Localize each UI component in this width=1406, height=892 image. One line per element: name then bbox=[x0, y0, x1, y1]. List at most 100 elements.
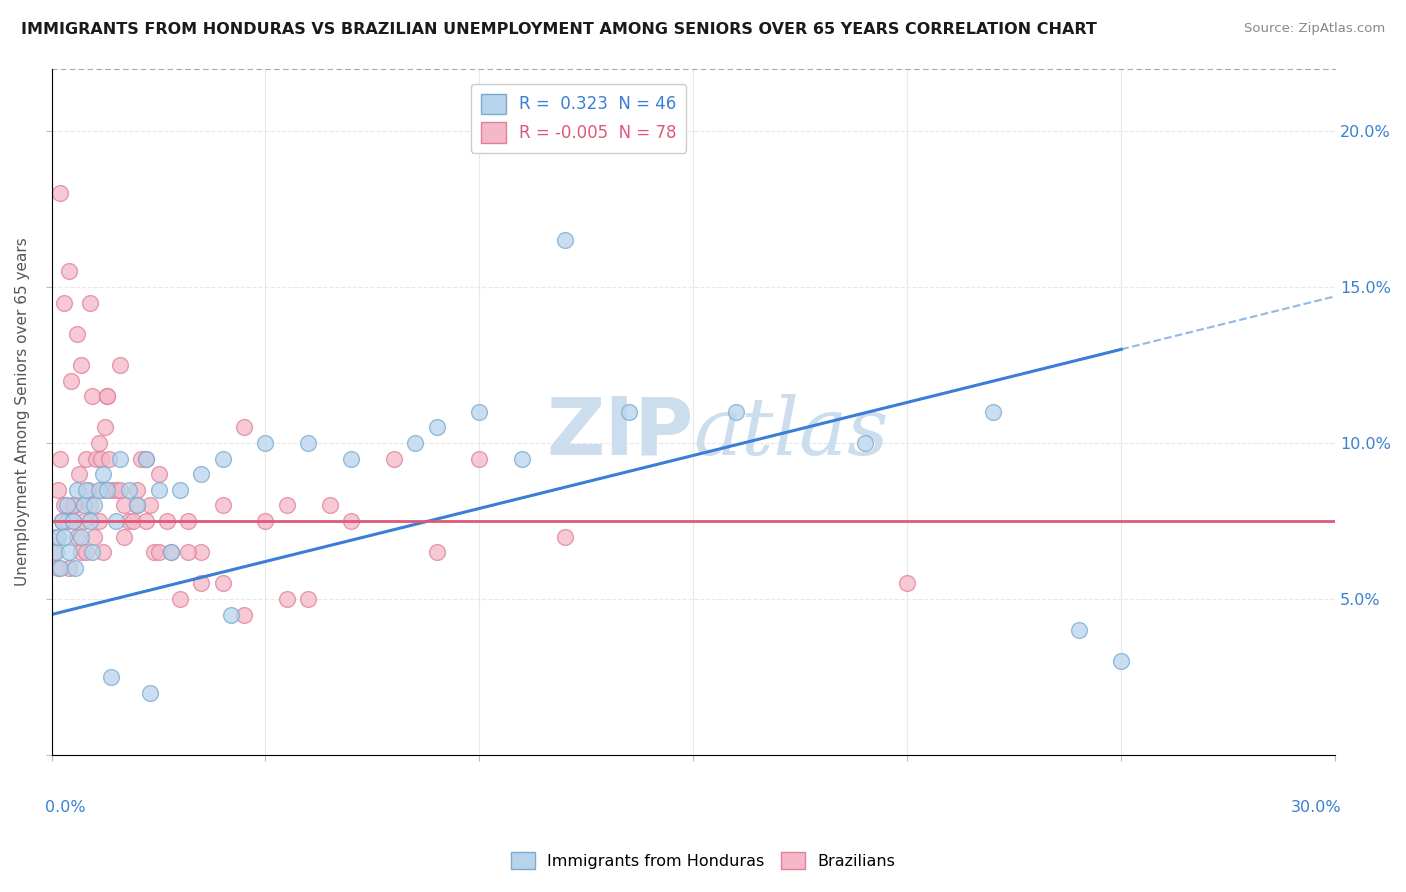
Point bbox=[55, 498, 77, 512]
Point bbox=[49, 560, 72, 574]
Point bbox=[143, 545, 166, 559]
Point bbox=[619, 405, 641, 419]
Point bbox=[121, 514, 143, 528]
Point bbox=[45, 529, 67, 543]
Point bbox=[127, 498, 149, 512]
Point bbox=[72, 498, 94, 512]
Point bbox=[45, 545, 67, 559]
Point bbox=[276, 498, 298, 512]
Point bbox=[233, 420, 256, 434]
Point bbox=[63, 560, 86, 574]
Point bbox=[58, 560, 80, 574]
Point bbox=[79, 514, 101, 528]
Point bbox=[108, 451, 131, 466]
Point bbox=[169, 483, 191, 497]
Point bbox=[58, 545, 80, 559]
Text: Source: ZipAtlas.com: Source: ZipAtlas.com bbox=[1244, 22, 1385, 36]
Text: ZIP: ZIP bbox=[546, 393, 693, 471]
Point bbox=[82, 389, 104, 403]
Point bbox=[135, 514, 157, 528]
Point bbox=[66, 529, 89, 543]
Point bbox=[83, 529, 105, 543]
Point bbox=[112, 529, 135, 543]
Point bbox=[468, 451, 491, 466]
Point bbox=[554, 233, 576, 247]
Point bbox=[82, 545, 104, 559]
Point bbox=[94, 420, 117, 434]
Point bbox=[510, 451, 533, 466]
Point bbox=[79, 295, 101, 310]
Point bbox=[100, 483, 122, 497]
Point bbox=[148, 545, 170, 559]
Point bbox=[53, 295, 76, 310]
Point bbox=[177, 514, 200, 528]
Legend: R =  0.323  N = 46, R = -0.005  N = 78: R = 0.323 N = 46, R = -0.005 N = 78 bbox=[471, 84, 686, 153]
Point bbox=[156, 514, 179, 528]
Point bbox=[104, 514, 127, 528]
Point bbox=[160, 545, 183, 559]
Point bbox=[211, 498, 233, 512]
Point bbox=[127, 498, 149, 512]
Point bbox=[276, 591, 298, 606]
Point bbox=[725, 405, 748, 419]
Point bbox=[51, 514, 73, 528]
Point bbox=[340, 514, 363, 528]
Point bbox=[91, 483, 114, 497]
Point bbox=[70, 529, 93, 543]
Point bbox=[468, 405, 491, 419]
Point bbox=[108, 483, 131, 497]
Point bbox=[896, 576, 918, 591]
Y-axis label: Unemployment Among Seniors over 65 years: Unemployment Among Seniors over 65 years bbox=[15, 237, 30, 586]
Point bbox=[87, 436, 110, 450]
Point bbox=[981, 405, 1004, 419]
Point bbox=[49, 451, 72, 466]
Point bbox=[112, 498, 135, 512]
Point bbox=[75, 545, 97, 559]
Point bbox=[55, 514, 77, 528]
Point bbox=[190, 576, 212, 591]
Text: 0.0%: 0.0% bbox=[45, 799, 86, 814]
Point bbox=[117, 514, 139, 528]
Point bbox=[404, 436, 426, 450]
Point bbox=[177, 545, 200, 559]
Point bbox=[87, 514, 110, 528]
Point bbox=[87, 483, 110, 497]
Point bbox=[46, 560, 69, 574]
Point bbox=[91, 467, 114, 482]
Point bbox=[62, 498, 84, 512]
Point bbox=[66, 326, 89, 341]
Point bbox=[90, 451, 112, 466]
Point bbox=[91, 545, 114, 559]
Point bbox=[79, 498, 101, 512]
Point bbox=[382, 451, 405, 466]
Point bbox=[62, 514, 84, 528]
Point bbox=[49, 186, 72, 201]
Point bbox=[59, 374, 82, 388]
Point bbox=[297, 436, 319, 450]
Text: IMMIGRANTS FROM HONDURAS VS BRAZILIAN UNEMPLOYMENT AMONG SENIORS OVER 65 YEARS C: IMMIGRANTS FROM HONDURAS VS BRAZILIAN UN… bbox=[21, 22, 1097, 37]
Text: 30.0%: 30.0% bbox=[1291, 799, 1341, 814]
Point bbox=[104, 483, 127, 497]
Point bbox=[58, 264, 80, 278]
Point bbox=[75, 483, 97, 497]
Point bbox=[83, 498, 105, 512]
Point bbox=[86, 451, 108, 466]
Point bbox=[53, 498, 76, 512]
Point bbox=[100, 670, 122, 684]
Point bbox=[254, 514, 277, 528]
Point bbox=[1067, 623, 1090, 637]
Point bbox=[46, 483, 69, 497]
Point bbox=[131, 451, 153, 466]
Point bbox=[67, 467, 90, 482]
Point bbox=[297, 591, 319, 606]
Point bbox=[554, 529, 576, 543]
Point bbox=[853, 436, 876, 450]
Point bbox=[211, 451, 233, 466]
Point bbox=[148, 467, 170, 482]
Point bbox=[254, 436, 277, 450]
Text: atlas: atlas bbox=[693, 393, 889, 471]
Point bbox=[160, 545, 183, 559]
Point bbox=[190, 467, 212, 482]
Point bbox=[426, 420, 449, 434]
Point bbox=[127, 483, 149, 497]
